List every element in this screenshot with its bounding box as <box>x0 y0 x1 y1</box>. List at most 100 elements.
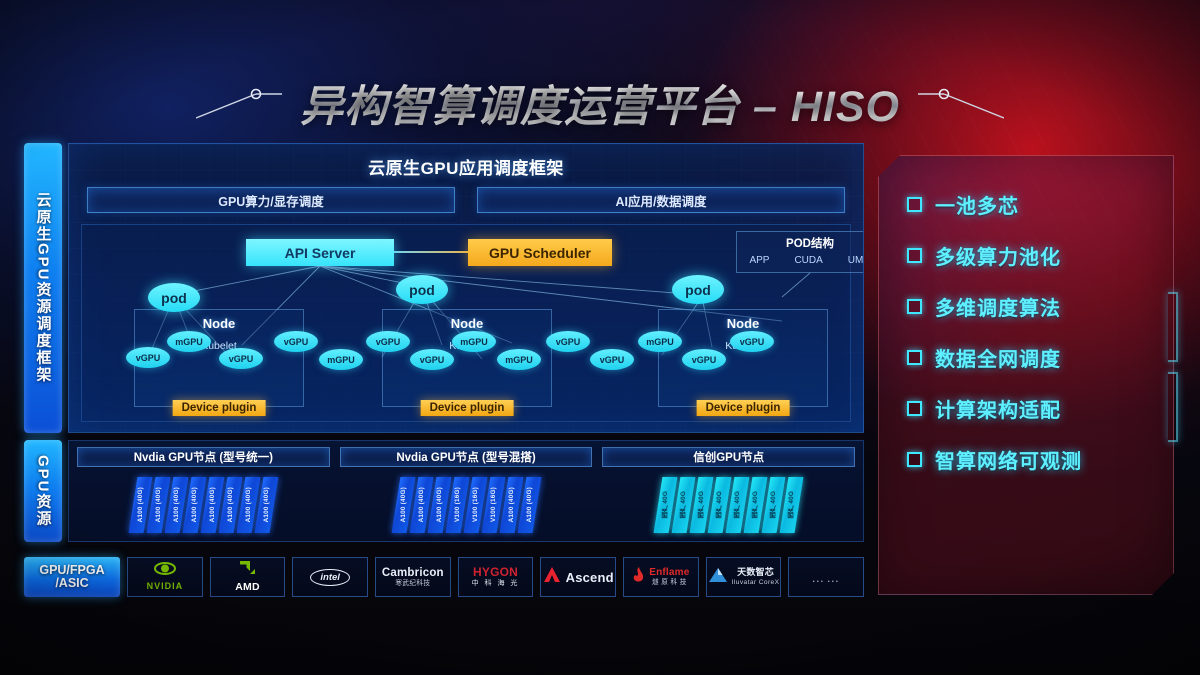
gpu-column-header-1: Nvdia GPU节点 (型号统一) <box>77 447 330 467</box>
sidebar-label-cloud-native: 云原生GPU资源调度框架 <box>24 143 62 433</box>
pill-gpu-compute[interactable]: GPU算力/显存调度 <box>87 187 455 213</box>
pod-node-3[interactable]: pod <box>672 275 724 304</box>
gpu-card-label: A100 (40G) <box>154 486 162 523</box>
node-title-2: Node <box>450 316 484 331</box>
panel-bracket-upper <box>1168 292 1178 362</box>
gpu-card-label: A100 (40G) <box>190 486 198 523</box>
feature-item-2[interactable]: 多级算力池化 <box>907 241 1173 270</box>
feature-item-4[interactable]: 数据全网调度 <box>907 343 1173 372</box>
node-title-1: Node <box>202 316 236 331</box>
gpu-card-label: 国产 40G <box>698 490 706 519</box>
framework-pill-row: GPU算力/显存调度 AI应用/数据调度 <box>87 187 845 213</box>
vendor-cell-hygon[interactable]: HYGON 中 科 海 光 <box>457 557 534 597</box>
page-title: 异构智算调度运营平台 – HISO <box>300 72 900 134</box>
pod-node-1[interactable]: pod <box>148 283 200 312</box>
amd-logo: AMD <box>235 560 260 594</box>
gpu-card-label: A100 (40G) <box>417 486 425 523</box>
feature-item-1[interactable]: 一池多芯 <box>907 190 1173 219</box>
feature-label: 计算架构适配 <box>935 400 1061 422</box>
gpu-resource-band: Nvdia GPU节点 (型号统一) A100 (40G) A100 (40G) A… <box>68 440 864 542</box>
vendor-cell-iluvatar[interactable]: 天数智芯 Iluvatar CoreX <box>705 557 782 597</box>
gpu-card-label: 国产 40G <box>788 490 796 519</box>
gpu-card-label: A100 (40G) <box>399 486 407 523</box>
ascend-mark-icon <box>543 566 562 588</box>
vendor-name: 天数智芯 <box>737 567 774 578</box>
checkbox-icon <box>907 452 922 467</box>
gpu-pill-2-6[interactable]: vGPU <box>590 349 634 370</box>
vendor-cell-more[interactable]: …… <box>788 557 865 597</box>
device-plugin-2: Device plugin <box>420 400 514 416</box>
gpu-pill-3-3[interactable]: vGPU <box>730 331 774 352</box>
amd-arrow-icon <box>239 560 256 581</box>
vendor-name: intel <box>310 568 350 586</box>
feature-label: 多级算力池化 <box>935 247 1061 269</box>
vendor-name: Enflame <box>649 566 690 578</box>
gpu-pill-2-5[interactable]: vGPU <box>546 331 590 352</box>
gpu-card-label: A100 (40G) <box>226 486 234 523</box>
gpu-pill-1-3[interactable]: vGPU <box>219 348 263 369</box>
pill-ai-application[interactable]: AI应用/数据调度 <box>477 187 845 213</box>
vendor-sub: 中 科 海 光 <box>471 580 520 588</box>
feature-item-6[interactable]: 智算网络可观测 <box>907 445 1173 474</box>
sidebar-label-gpu-resource: GPU资源 <box>24 440 62 542</box>
gpu-cards-1: A100 (40G) A100 (40G) A100 (40G) A100 (40G)… <box>77 474 330 535</box>
nvidia-eye-icon <box>153 561 176 581</box>
gpu-pill-1-4[interactable]: vGPU <box>274 331 318 352</box>
vendor-name: …… <box>811 569 842 585</box>
gpu-card-label: A100 (40G) <box>244 486 252 523</box>
feature-item-5[interactable]: 计算架构适配 <box>907 394 1173 423</box>
checkbox-icon <box>907 248 922 263</box>
gpu-card-label: 国产 40G <box>752 490 760 519</box>
architecture-stage: 云原生GPU资源调度框架 GPU资源 云原生GPU应用调度框架 GPU算力/显存… <box>24 143 864 598</box>
vendor-cell-nvidia[interactable]: NVIDIA <box>127 557 203 597</box>
gpu-column-3: 信创GPU节点 国产 40G 国产 40G 国产 40G 国产 40G 国产 40G 国产… <box>602 447 856 535</box>
gpu-pill-2-2[interactable]: vGPU <box>410 349 454 370</box>
vendor-logo-row: GPU/FPGA /ASIC NVIDIA AMD intel Cambricon 寒武… <box>24 557 865 597</box>
gpu-pill-2-1[interactable]: vGPU <box>366 331 410 352</box>
gpu-card-label: 国产 40G <box>680 490 688 519</box>
checkbox-icon <box>907 350 922 365</box>
gpu-cards-2: A100 (40G) A100 (40G) A100 (40G) V100 (16G)… <box>340 474 593 535</box>
gpu-card-label: 国产 40G <box>770 490 778 519</box>
gpu-column-header-3: 信创GPU节点 <box>602 447 856 467</box>
vendor-cell-intel[interactable]: intel <box>292 557 369 597</box>
enflame-text: Enflame 燧 原 科 技 <box>649 567 689 588</box>
checkbox-icon <box>907 401 922 416</box>
gpu-column-1: Nvdia GPU节点 (型号统一) A100 (40G) A100 (40G) A… <box>77 447 330 535</box>
gpu-card-label: 国产 40G <box>734 490 742 519</box>
checkbox-icon <box>907 299 922 314</box>
hygon-logo: HYGON 中 科 海 光 <box>472 565 520 589</box>
gpu-pill-2-4[interactable]: mGPU <box>497 349 541 370</box>
gpu-card-label: V100 (16G) <box>453 486 461 523</box>
pod-node-2[interactable]: pod <box>396 275 448 304</box>
pod-struct-umd: UMD <box>847 255 864 266</box>
gpu-pill-3-1[interactable]: mGPU <box>638 331 682 352</box>
gpu-pill-2-3[interactable]: mGPU <box>452 331 496 352</box>
panel-bracket-lower <box>1168 372 1178 442</box>
feature-item-3[interactable]: 多维调度算法 <box>907 292 1173 321</box>
gpu-pill-3-2[interactable]: vGPU <box>682 349 726 370</box>
feature-list: 一池多芯多级算力池化多维调度算法 数据全网调度计算架构适配 智算网络可观测 <box>879 156 1173 594</box>
gpu-card-label: 国产 40G <box>662 490 670 519</box>
gpu-card-label: A100 (40G) <box>262 486 270 523</box>
gpu-card-label: 国产 40G <box>716 490 724 519</box>
vendor-name: HYGON <box>473 565 519 580</box>
framework-title: 云原生GPU应用调度框架 <box>368 159 564 178</box>
feature-label: 一池多芯 <box>935 196 1019 218</box>
vendor-cell-amd[interactable]: AMD <box>209 557 286 597</box>
gpu-pill-1-2[interactable]: mGPU <box>167 331 211 352</box>
vendor-cell-enflame[interactable]: Enflame 燧 原 科 技 <box>623 557 699 597</box>
nvidia-logo: NVIDIA <box>147 561 184 592</box>
gpu-card-label: A100 (40G) <box>525 486 533 523</box>
vendor-cell-ascend[interactable]: Ascend <box>540 557 617 597</box>
framework-inner-area: API Server GPU Scheduler POD结构 APP CUDA … <box>81 224 863 422</box>
gpu-column-2: Nvdia GPU节点 (型号混搭) A100 (40G) A100 (40G) A… <box>339 447 593 535</box>
gpu-pill-1-5[interactable]: mGPU <box>319 349 363 370</box>
gpu-pill-1-1[interactable]: vGPU <box>126 347 170 368</box>
page-title-row: 异构智算调度运营平台 – HISO <box>0 72 1200 134</box>
feature-label: 智算网络可观测 <box>935 451 1082 473</box>
vendor-cells: NVIDIA AMD intel Cambricon 寒武纪科技 HYGON 中 科 海 光… <box>127 557 865 597</box>
enflame-flame-icon <box>632 566 645 588</box>
iluvatar-text: 天数智芯 Iluvatar CoreX <box>732 567 780 586</box>
vendor-cell-cambricon[interactable]: Cambricon 寒武纪科技 <box>375 557 451 597</box>
